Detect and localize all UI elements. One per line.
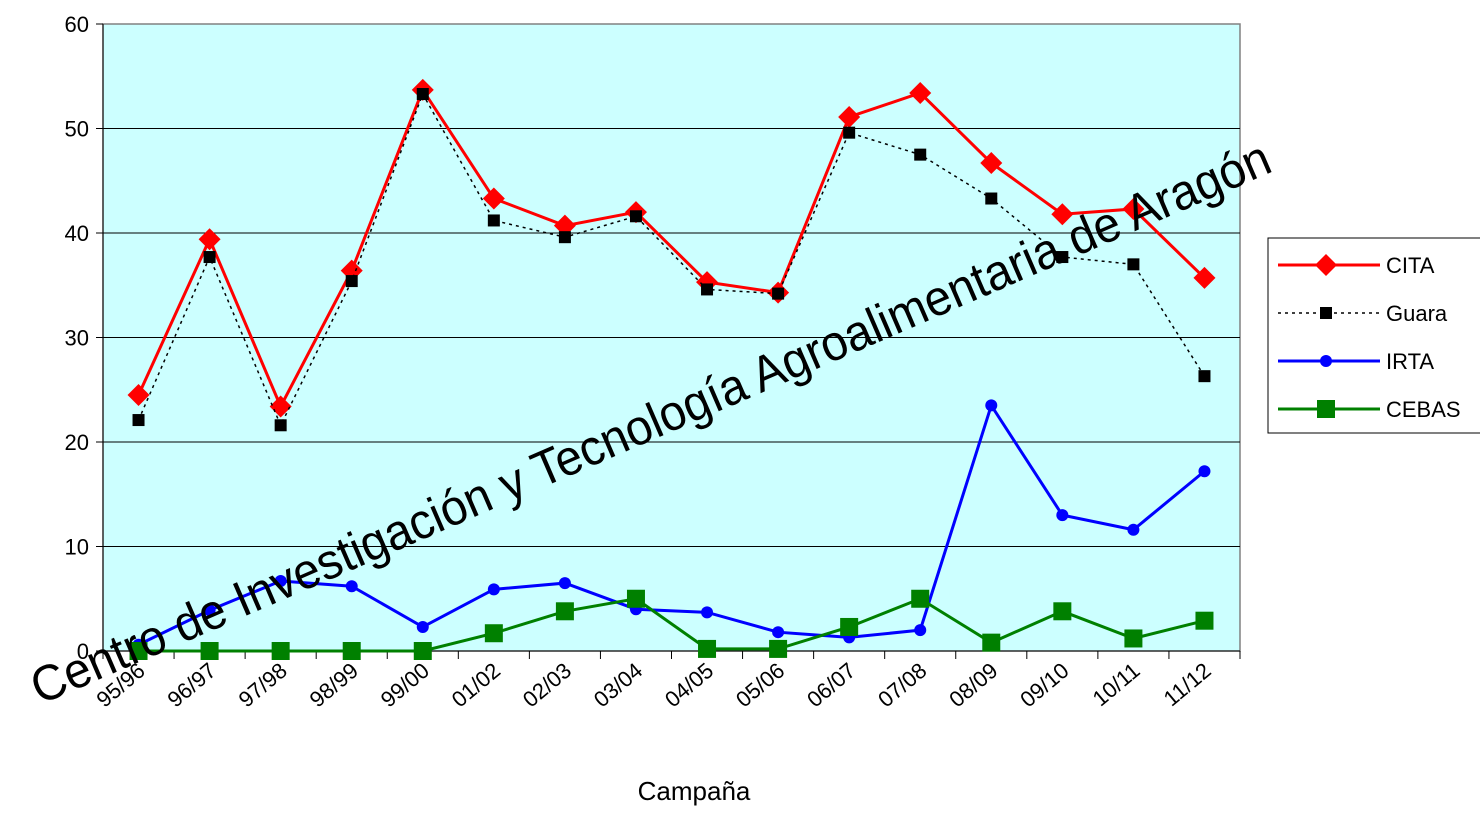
marker <box>626 589 645 608</box>
marker <box>843 126 856 139</box>
x-tick-label: 11/12 <box>1159 658 1216 711</box>
series-line <box>137 86 1206 410</box>
x-axis-label: Campaña <box>638 776 751 806</box>
marker <box>838 106 861 129</box>
x-tick-label: 06/07 <box>802 658 860 713</box>
x-tick-label: 09/10 <box>1015 658 1073 713</box>
series <box>132 88 1211 432</box>
marker <box>701 606 714 619</box>
legend-label: CITA <box>1386 253 1435 278</box>
y-tick-label: 40 <box>65 221 89 246</box>
marker <box>911 589 930 608</box>
marker <box>698 639 717 658</box>
marker <box>129 642 148 660</box>
legend-label: Guara <box>1386 301 1448 326</box>
marker <box>1317 400 1335 418</box>
marker <box>274 574 287 587</box>
series-line <box>137 92 1206 428</box>
marker <box>1127 523 1140 536</box>
marker <box>1124 629 1143 648</box>
x-tick-label: 03/04 <box>589 658 647 713</box>
legend-box <box>1267 237 1480 434</box>
marker <box>416 88 429 101</box>
y-tick-label: 0 <box>77 639 89 664</box>
marker <box>909 81 932 104</box>
x-tick-label: 01/02 <box>447 658 505 713</box>
marker <box>416 620 429 633</box>
x-tick-label: 96/97 <box>163 658 221 713</box>
marker <box>1056 251 1069 264</box>
x-tick-label: 08/09 <box>944 658 1002 713</box>
y-tick-label: 10 <box>65 535 89 560</box>
marker <box>345 580 358 593</box>
legend-label: IRTA <box>1386 349 1434 374</box>
marker <box>772 287 785 300</box>
x-tick-label: 98/99 <box>305 658 363 713</box>
legend-label: CEBAS <box>1386 397 1461 422</box>
marker <box>1320 355 1332 367</box>
marker <box>1051 203 1074 226</box>
y-tick-label: 60 <box>65 12 89 37</box>
marker <box>1195 611 1214 630</box>
marker <box>342 642 361 660</box>
marker <box>558 577 571 590</box>
marker <box>127 383 150 406</box>
marker <box>1056 509 1069 522</box>
x-tick-label: 05/06 <box>731 658 789 713</box>
series-line <box>137 401 1206 647</box>
x-tick-label: 07/08 <box>873 658 931 713</box>
marker <box>558 231 571 244</box>
marker <box>487 214 500 227</box>
marker <box>555 602 574 621</box>
marker <box>769 639 788 658</box>
marker <box>1198 465 1211 478</box>
marker <box>701 283 714 296</box>
marker <box>980 151 1003 174</box>
marker <box>1198 370 1211 383</box>
marker <box>985 399 998 412</box>
series <box>129 589 1214 660</box>
marker <box>914 148 927 161</box>
marker <box>413 642 432 660</box>
y-tick-label: 50 <box>65 117 89 142</box>
marker <box>772 626 785 639</box>
marker <box>203 604 216 617</box>
marker <box>203 251 216 264</box>
x-tick-label: 10/11 <box>1088 658 1145 711</box>
marker <box>840 617 859 636</box>
marker <box>914 624 927 637</box>
y-tick-label: 30 <box>65 326 89 351</box>
marker <box>1193 266 1216 289</box>
marker <box>1320 307 1332 319</box>
marker <box>985 192 998 205</box>
marker <box>1315 254 1337 276</box>
series-line <box>138 597 1205 653</box>
marker <box>487 583 500 596</box>
marker <box>629 210 642 223</box>
marker <box>345 275 358 288</box>
marker <box>1053 602 1072 621</box>
x-tick-label: 99/00 <box>376 658 434 713</box>
marker <box>274 419 287 432</box>
marker <box>269 395 292 418</box>
x-tick-label: 97/98 <box>234 658 292 713</box>
marker <box>200 642 219 660</box>
marker <box>132 414 145 427</box>
marker <box>198 228 221 251</box>
marker <box>271 642 290 660</box>
marker <box>484 624 503 643</box>
x-tick-label: 02/03 <box>518 658 576 713</box>
marker <box>1122 197 1145 220</box>
y-tick-label: 20 <box>65 430 89 455</box>
marker <box>482 187 505 210</box>
x-tick-label: 04/05 <box>660 658 718 713</box>
marker <box>1127 258 1140 271</box>
marker <box>982 633 1001 652</box>
